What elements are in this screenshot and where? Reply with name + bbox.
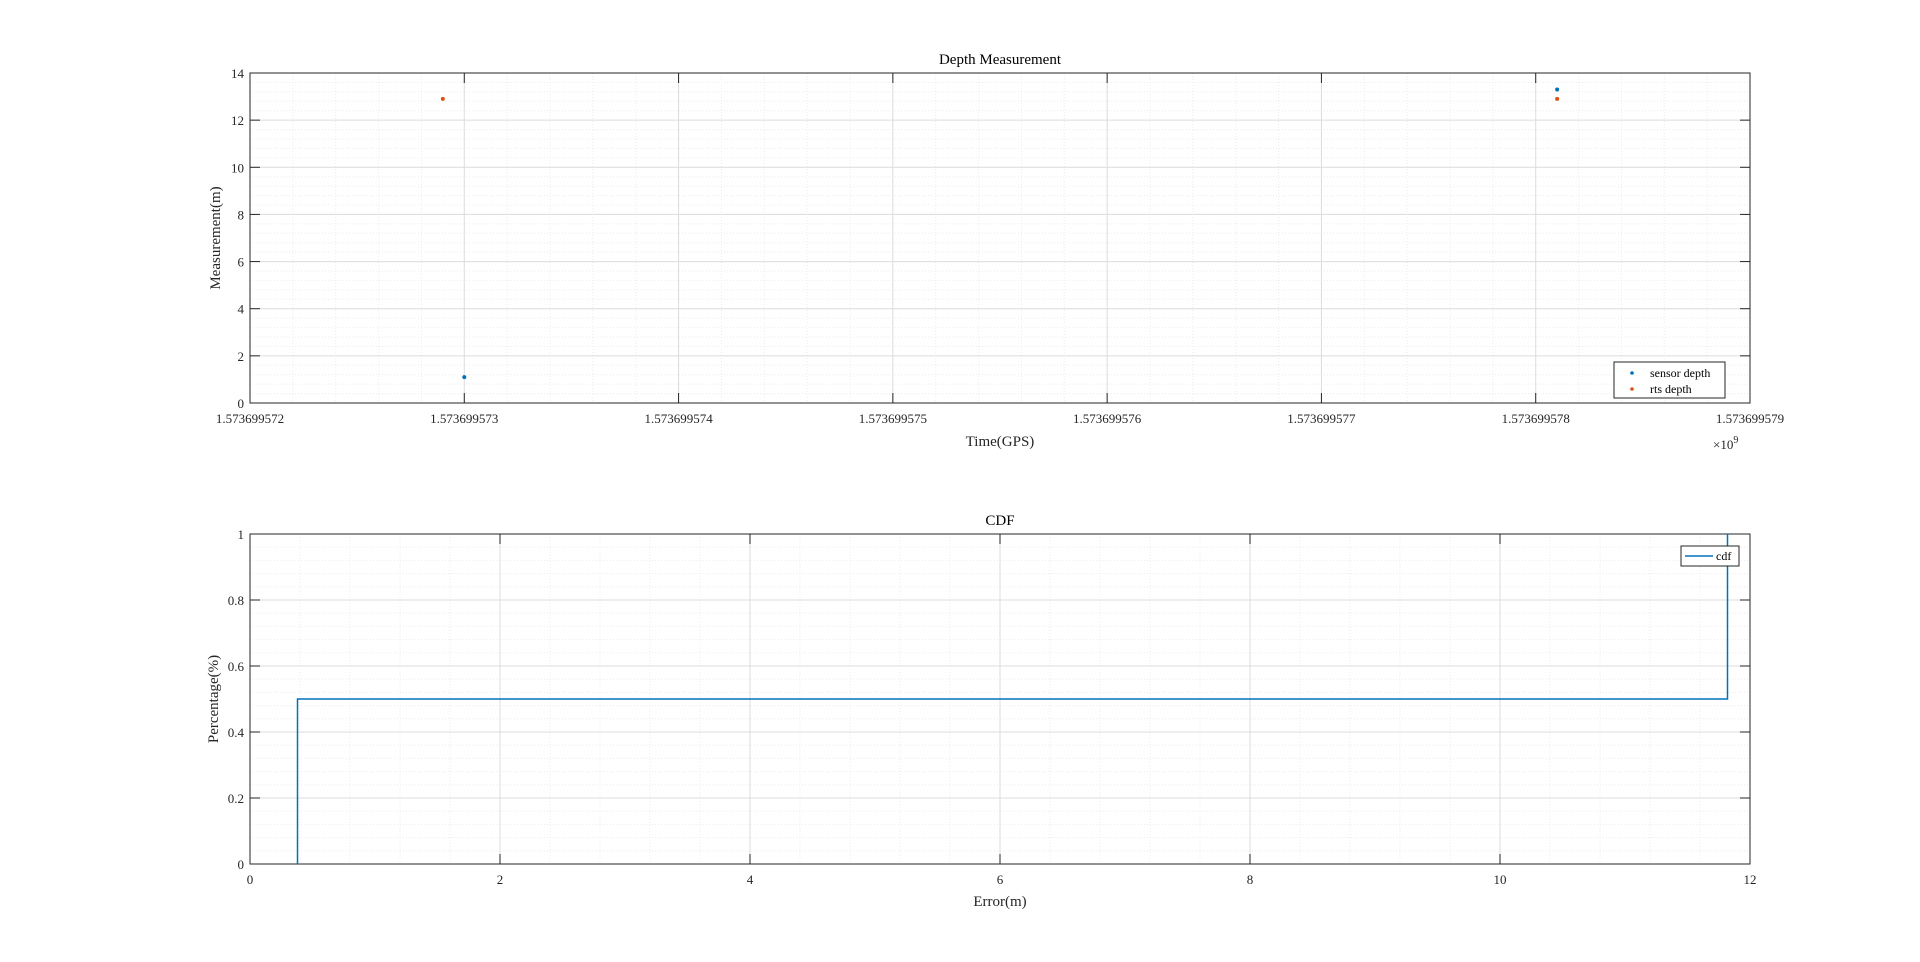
cdf-xtick-labels: 0 2 4 6 8 10 12: [247, 872, 1757, 887]
cdf-ytick-label: 0.6: [228, 659, 245, 674]
depth-x-exponent-base: ×10: [1713, 437, 1733, 452]
rts-depth-point: [440, 96, 445, 101]
depth-legend-box: [1613, 361, 1726, 399]
legend-label-cdf: cdf: [1716, 549, 1731, 563]
cdf-ytick-label: 0.2: [228, 791, 244, 806]
depth-ticks: [249, 72, 1751, 404]
depth-xtick-label: 1.573699578: [1502, 411, 1570, 426]
cdf-y-axis-label: Percentage(%): [206, 655, 222, 743]
cdf-ytick-labels: 0 0.2 0.4 0.6 0.8 1: [228, 527, 245, 872]
depth-chart: 1.573699572 1.573699573 1.573699574 1.57369…: [208, 52, 1784, 452]
cdf-xtick-label: 0: [247, 872, 254, 887]
depth-xtick-label: 1.573699574: [644, 411, 713, 426]
depth-xtick-label: 1.573699577: [1287, 411, 1356, 426]
depth-xtick-label: 1.573699573: [430, 411, 498, 426]
depth-ytick-label: 14: [231, 66, 245, 81]
sensor-depth-point: [462, 375, 467, 380]
depth-ytick-label: 8: [238, 207, 245, 222]
depth-xtick-label: 1.573699572: [216, 411, 284, 426]
cdf-legend: cdf: [1680, 545, 1740, 567]
depth-xtick-label: 1.573699575: [859, 411, 927, 426]
depth-plot-area: [249, 72, 1751, 404]
cdf-xtick-label: 2: [497, 872, 504, 887]
depth-legend: sensor depth rts depth: [1613, 361, 1726, 399]
cdf-ticks: [249, 533, 1751, 865]
cdf-chart: 0 2 4 6 8 10 12 0 0.2 0.4 0.6 0.8 1 CDF Error(m) Pe…: [206, 513, 1757, 910]
legend-label-rts-depth: rts depth: [1650, 382, 1692, 396]
depth-chart-title: Depth Measurement: [939, 52, 1062, 68]
cdf-chart-title: CDF: [985, 513, 1014, 529]
legend-marker-rts-depth: [1630, 387, 1634, 391]
cdf-ytick-label: 0: [238, 857, 245, 872]
depth-ytick-label: 10: [231, 160, 244, 175]
depth-ytick-label: 6: [238, 255, 245, 270]
cdf-x-axis-label: Error(m): [973, 894, 1026, 910]
depth-xtick-labels: 1.573699572 1.573699573 1.573699574 1.57369…: [216, 411, 1784, 426]
legend-label-sensor-depth: sensor depth: [1650, 366, 1710, 380]
depth-ytick-label: 0: [238, 396, 245, 411]
cdf-xtick-label: 10: [1494, 872, 1507, 887]
cdf-xtick-label: 8: [1247, 872, 1254, 887]
cdf-ytick-label: 0.8: [228, 593, 244, 608]
depth-points: [440, 87, 1560, 380]
sensor-depth-point: [1555, 87, 1560, 92]
cdf-xtick-label: 4: [747, 872, 754, 887]
cdf-xtick-label: 12: [1744, 872, 1757, 887]
depth-y-axis-label: Measurement(m): [208, 186, 224, 289]
cdf-xtick-label: 6: [997, 872, 1004, 887]
depth-ytick-label: 4: [238, 302, 245, 317]
depth-xtick-label: 1.573699579: [1716, 411, 1784, 426]
depth-x-exponent-power: 9: [1733, 435, 1738, 446]
depth-ytick-label: 12: [231, 113, 244, 128]
cdf-ytick-label: 0.4: [228, 725, 245, 740]
depth-xtick-label: 1.573699576: [1073, 411, 1142, 426]
rts-depth-point: [1555, 96, 1560, 101]
cdf-ytick-label: 1: [238, 527, 245, 542]
depth-ytick-label: 2: [238, 349, 245, 364]
depth-ytick-labels: 0 2 4 6 8 10 12 14: [231, 66, 245, 411]
legend-marker-sensor-depth: [1630, 371, 1634, 375]
cdf-series-line: [296, 534, 1729, 864]
depth-grid: [249, 72, 1751, 404]
depth-x-axis-label: Time(GPS): [966, 434, 1035, 450]
depth-x-exponent: ×109: [1713, 435, 1738, 452]
